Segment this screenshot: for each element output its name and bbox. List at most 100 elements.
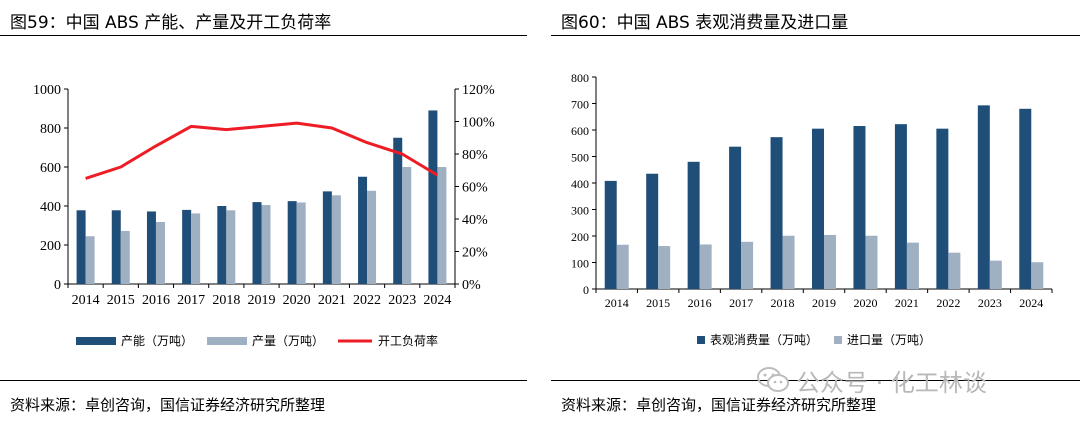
bar — [76, 210, 86, 284]
x-tick-label: 2015 — [646, 296, 670, 310]
figure-59-title: 图59：中国 ABS 产能、产量及开工负荷率 — [10, 13, 332, 33]
bar — [120, 230, 130, 284]
y-tick-label: 100 — [571, 257, 589, 271]
bar — [687, 161, 700, 289]
figure-59-source: 资料来源：卓创咨询，国信证券经济研究所整理 — [10, 396, 326, 414]
bar — [367, 190, 377, 284]
y-tick-label: 200 — [40, 239, 61, 254]
x-tick-label: 2018 — [771, 296, 795, 310]
legend-label: 表观消费量（万吨） — [710, 333, 818, 347]
bar — [226, 210, 236, 284]
legend-swatch — [697, 336, 705, 344]
y-tick-label: 600 — [40, 161, 61, 176]
bar — [358, 176, 368, 284]
capacity-production-chart: 0 200 400 600 800 1000 0% 20% 40% 60% 80% 100% 120% 2… — [33, 83, 495, 348]
x-tick-label: 2014 — [605, 296, 629, 310]
legend-label: 产量（万吨） — [252, 334, 324, 348]
x-tick-label: 2016 — [688, 296, 712, 310]
x-tick-label: 2018 — [212, 293, 240, 308]
y2-tick-label: 100% — [462, 116, 495, 131]
y2-tick-label: 80% — [462, 148, 488, 163]
bar — [252, 202, 262, 284]
x-tick-label: 2020 — [283, 293, 311, 308]
bar — [146, 211, 156, 284]
bar — [646, 173, 659, 289]
source-rule — [0, 380, 527, 381]
bar — [729, 146, 742, 289]
bar — [322, 191, 332, 284]
y-tick-label: 800 — [40, 122, 61, 137]
bar — [191, 213, 201, 284]
bar — [261, 205, 271, 284]
bar — [853, 126, 866, 290]
bar — [865, 235, 878, 289]
x-tick-label: 2021 — [318, 293, 346, 308]
title-rule — [0, 35, 527, 36]
x-tick-label: 2016 — [142, 293, 170, 308]
bar — [948, 252, 961, 289]
watermark: 公众号 · 化工林谈 — [756, 364, 987, 397]
bar — [977, 105, 990, 289]
x-tick-label: 2017 — [729, 296, 753, 310]
wechat-icon — [757, 367, 789, 392]
x-tick-label: 2021 — [895, 296, 919, 310]
bar — [393, 137, 403, 284]
bar — [287, 201, 297, 284]
x-tick-label: 2017 — [177, 293, 205, 308]
bar — [1019, 108, 1032, 289]
y-tick-label: 700 — [571, 98, 589, 112]
legend-swatch — [76, 337, 116, 345]
x-tick-label: 2024 — [423, 293, 451, 308]
y-tick-label: 400 — [40, 200, 61, 215]
bar — [182, 209, 192, 284]
y2-tick-label: 20% — [462, 246, 488, 261]
consumption-import-chart: 0 100 200 300 400 500 600 700 800 2014 2015 2016 201… — [571, 71, 1053, 347]
bar — [894, 124, 907, 289]
legend-label: 产能（万吨） — [121, 334, 193, 348]
y-tick-label: 800 — [571, 71, 589, 85]
bar — [741, 241, 754, 289]
bar — [699, 244, 712, 289]
bar — [658, 246, 671, 289]
y2-tick-label: 0% — [462, 278, 481, 293]
bar — [437, 167, 447, 284]
y2-tick-label: 40% — [462, 213, 488, 228]
legend-swatch — [834, 336, 843, 344]
bar — [616, 244, 629, 289]
x-tick-label: 2022 — [353, 293, 381, 308]
legend-label: 进口量（万吨） — [847, 333, 931, 347]
figure-60-title: 图60：中国 ABS 表观消费量及进口量 — [561, 13, 849, 33]
y-tick-label: 0 — [54, 278, 61, 293]
bar — [331, 195, 341, 284]
y-tick-label: 200 — [571, 230, 589, 244]
figure-60-source: 资料来源：卓创咨询，国信证券经济研究所整理 — [561, 396, 877, 414]
legend-swatch — [207, 337, 248, 345]
bar — [111, 210, 121, 284]
bar — [296, 202, 306, 284]
x-tick-label: 2019 — [812, 296, 836, 310]
y-tick-label: 0 — [583, 283, 589, 297]
bar — [604, 180, 617, 289]
x-tick-label: 2015 — [107, 293, 135, 308]
bar — [428, 110, 438, 284]
bar — [85, 236, 95, 284]
title-rule — [551, 35, 1080, 36]
bar — [155, 221, 165, 284]
legend-label: 开工负荷率 — [378, 333, 438, 348]
bar — [782, 235, 795, 289]
y-tick-label: 400 — [571, 177, 589, 191]
bar — [936, 128, 949, 289]
bar — [217, 206, 227, 284]
y-tick-label: 1000 — [33, 83, 61, 98]
x-tick-label: 2023 — [978, 296, 1002, 310]
x-tick-label: 2022 — [936, 296, 960, 310]
x-tick-label: 2024 — [1019, 296, 1043, 310]
bar — [1031, 262, 1044, 289]
x-tick-label: 2020 — [853, 296, 877, 310]
bar — [770, 137, 783, 289]
x-tick-label: 2019 — [248, 293, 276, 308]
line-series — [85, 121, 439, 180]
bar — [906, 242, 919, 289]
x-tick-label: 2023 — [388, 293, 416, 308]
y-tick-label: 300 — [571, 204, 589, 218]
